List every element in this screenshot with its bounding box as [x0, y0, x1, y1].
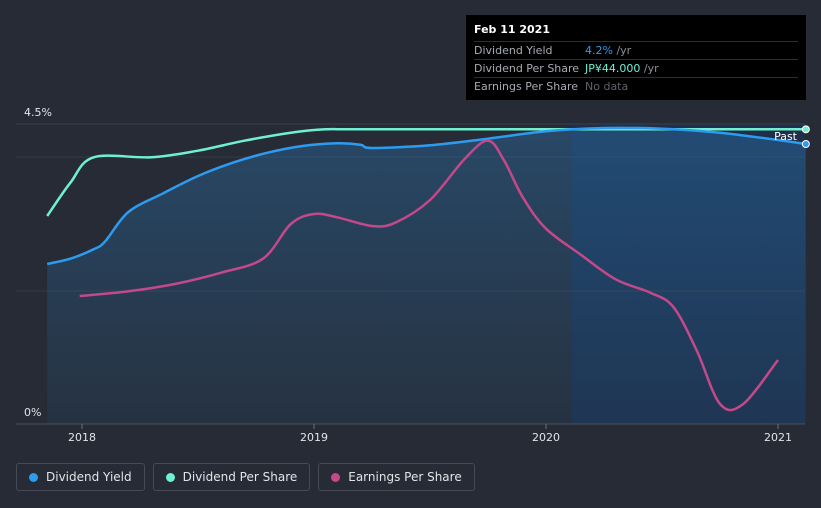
x-tick-label: 2021 [764, 431, 792, 444]
x-tick-label: 2019 [300, 431, 328, 444]
tooltip-suffix: /yr [612, 44, 632, 57]
legend: Dividend Yield Dividend Per Share Earnin… [16, 463, 475, 491]
legend-dot-icon [331, 472, 341, 482]
legend-dot-icon [29, 472, 38, 482]
x-axis-ticks: 2018 2019 2020 2021 [68, 424, 792, 444]
tooltip-row-dividend-per-share: Dividend Per Share JP¥44.000 /yr [474, 59, 798, 77]
legend-label: Dividend Per Share [182, 470, 298, 484]
dividend-yield-endpoint[interactable] [801, 140, 810, 148]
tooltip: Feb 11 2021 Dividend Yield 4.2% /yr Divi… [466, 15, 806, 100]
dividend-yield-area [47, 127, 806, 424]
dividend-per-share-line[interactable] [46, 127, 806, 217]
tooltip-value: 4.2% [585, 44, 613, 57]
tooltip-value: No data [585, 80, 629, 93]
earnings-per-share-line[interactable] [79, 139, 779, 412]
legend-item-dividend-per-share[interactable]: Dividend Per Share [152, 463, 311, 491]
x-tick-label: 2018 [68, 431, 96, 444]
tooltip-value: JP¥44.000 [585, 62, 641, 75]
legend-item-earnings-per-share[interactable]: Earnings Per Share [318, 463, 475, 491]
dividend-per-share-endpoint[interactable] [801, 125, 810, 134]
y-axis-max-label: 4.5% [24, 106, 52, 119]
legend-label: Earnings Per Share [348, 470, 462, 484]
tooltip-label: Dividend Yield [474, 44, 553, 57]
tooltip-row-dividend-yield: Dividend Yield 4.2% /yr [474, 41, 798, 59]
legend-dot-icon [165, 472, 175, 482]
tooltip-label: Earnings Per Share [474, 80, 579, 93]
tooltip-suffix: /yr [640, 62, 659, 75]
legend-item-dividend-yield[interactable]: Dividend Yield [16, 463, 145, 491]
tooltip-label: Dividend Per Share [474, 62, 580, 75]
dividend-yield-line[interactable] [46, 126, 806, 266]
tooltip-date: Feb 11 2021 [474, 23, 550, 36]
x-tick-label: 2020 [532, 431, 560, 444]
past-label: Past [774, 130, 798, 143]
legend-label: Dividend Yield [46, 470, 132, 484]
y-axis-min-label: 0% [24, 406, 41, 419]
tooltip-row-earnings-per-share: Earnings Per Share No data [474, 77, 798, 95]
